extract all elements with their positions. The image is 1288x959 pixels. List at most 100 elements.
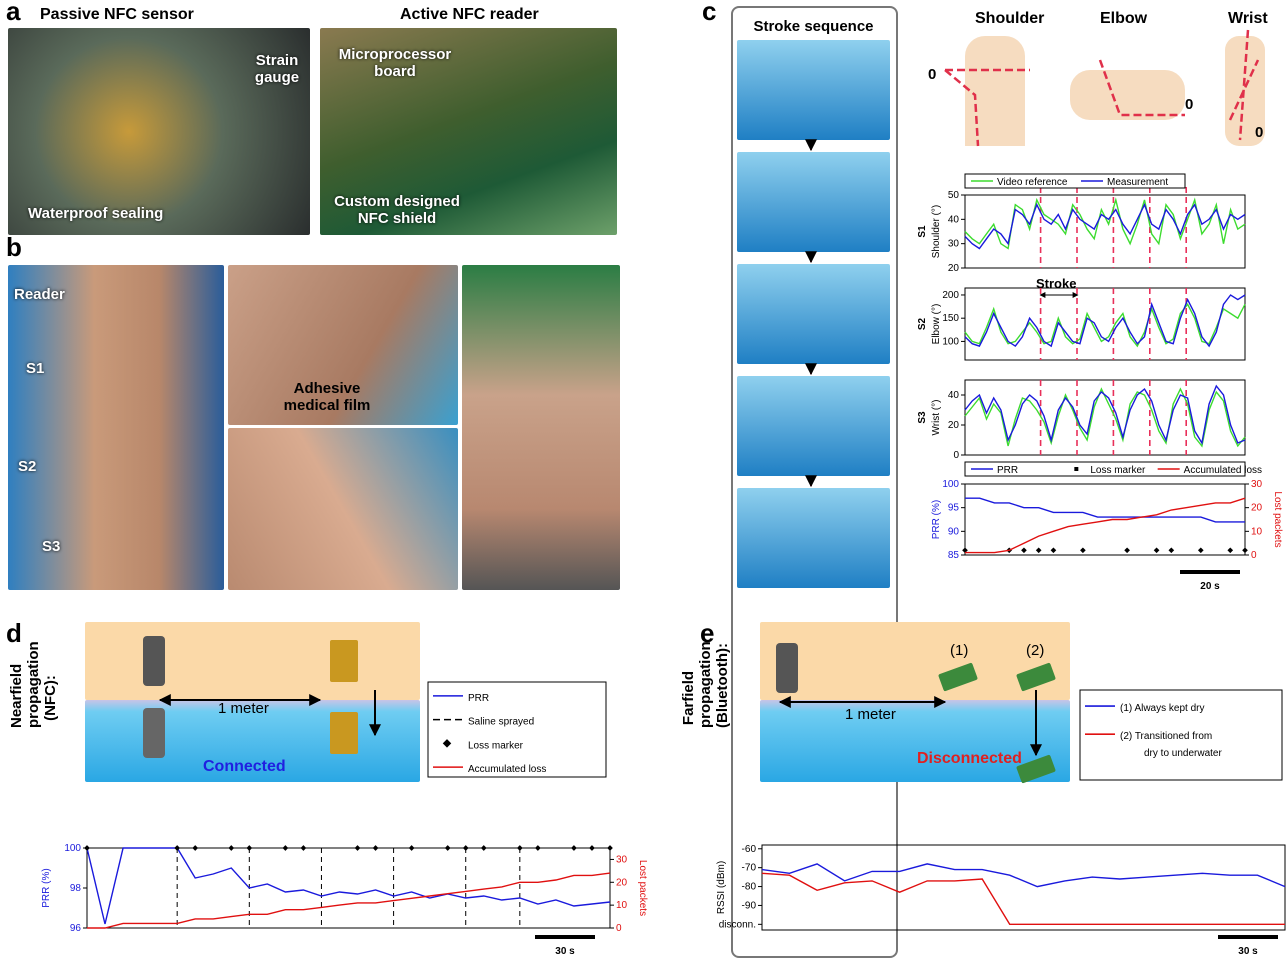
plot-frame: [964, 287, 1246, 361]
loss-marker: [1197, 547, 1204, 554]
row-label: S2: [917, 317, 928, 330]
panel-label: d: [6, 618, 22, 648]
series-line: [86, 847, 611, 925]
y-tick-label: 30: [948, 239, 960, 250]
series-line: [965, 497, 1245, 523]
illustration: [1070, 70, 1185, 120]
series-line: [87, 872, 611, 929]
y-tick-label: 40: [948, 390, 960, 401]
scale-bar-label: 20 s: [1200, 581, 1220, 592]
loss-marker: [282, 845, 289, 851]
loss-marker: [228, 845, 235, 851]
loss-marker: [1227, 547, 1234, 554]
loss-marker: [444, 845, 451, 851]
legend-label: PRR: [997, 465, 1018, 476]
loss-marker: [1050, 547, 1057, 554]
photo: [737, 40, 890, 140]
loss-marker: [607, 845, 613, 851]
legend-frame: [964, 173, 1186, 189]
photo: [737, 152, 890, 252]
legend-swatch: [1074, 467, 1079, 471]
legend-frame: [427, 681, 607, 778]
y2-tick-label: 20: [1251, 503, 1263, 514]
photo: [462, 265, 620, 590]
row-label: S1: [917, 225, 928, 238]
y-axis-label: PRR (%): [931, 500, 942, 539]
loss-marker: [1021, 547, 1027, 554]
photo: [8, 265, 224, 590]
title: Active NFC reader: [400, 6, 539, 23]
loss-marker: [1168, 547, 1175, 554]
y-axis-label: Elbow (°): [931, 304, 942, 345]
angle-label: 0: [1255, 124, 1264, 141]
y-tick-label: -90: [742, 900, 757, 911]
series-line: [761, 863, 1286, 888]
scale-bar-label: 30 s: [1238, 946, 1258, 957]
y-tick-label: 150: [942, 313, 959, 324]
callout: Adhesive medical film: [283, 380, 371, 414]
phone: [776, 643, 798, 693]
angle-label: 0: [928, 66, 937, 83]
y2-tick-label: 10: [1251, 526, 1263, 537]
loss-marker: [300, 845, 307, 851]
legend-label: Accumulated loss: [468, 764, 546, 775]
legend-label: Saline sprayed: [468, 717, 534, 728]
panel-label: c: [702, 0, 717, 26]
legend-label: Loss marker: [1090, 465, 1146, 476]
y2-tick-label: 0: [1251, 550, 1257, 561]
callout: Reader: [14, 286, 65, 303]
legend-label: PRR: [468, 693, 489, 704]
angle-label: 0: [1185, 96, 1194, 113]
plot-frame: [964, 379, 1246, 456]
callout: S1: [26, 360, 45, 377]
y-tick-label: 90: [948, 526, 960, 537]
photo: [228, 265, 458, 425]
loss-marker: [354, 845, 361, 851]
loss-marker: [408, 845, 415, 851]
y2-tick-label: 10: [616, 900, 628, 911]
panel-label: e: [700, 618, 715, 648]
callout: Microprocessor board: [338, 46, 452, 80]
loss-marker: [372, 845, 379, 851]
legend-label: Measurement: [1107, 177, 1168, 188]
y-tick-label: 100: [942, 479, 959, 490]
sensor: [330, 712, 358, 754]
loss-marker: [192, 845, 199, 851]
angle-line: [944, 68, 1030, 147]
loss-marker: [1035, 547, 1042, 554]
y2-axis-label: Lost packets: [1272, 491, 1283, 547]
y2-tick-label: 30: [1251, 479, 1263, 490]
board-label: (2): [1026, 642, 1045, 659]
y-tick-label: 95: [948, 503, 960, 514]
scale-bar-label: 30 s: [555, 946, 575, 957]
status: Disconnected: [917, 750, 1022, 767]
legend-label: Video reference: [997, 177, 1068, 188]
callout: S3: [42, 538, 61, 555]
board-label: (1): [950, 642, 969, 659]
y-tick-label: 40: [948, 214, 960, 225]
title: Passive NFC sensor: [40, 6, 194, 23]
y-axis-label: Wrist (°): [931, 399, 942, 435]
legend-frame: [964, 461, 1246, 477]
phone: [143, 708, 165, 758]
joint-title: Wrist: [1228, 10, 1268, 27]
legend-label: Loss marker: [468, 740, 524, 751]
loss-marker: [589, 845, 595, 851]
plot-frame: [964, 483, 1246, 556]
photo: [8, 28, 310, 235]
y-axis-label: RSSI (dBm): [716, 861, 727, 914]
legend-label: (1) Always kept dry: [1120, 703, 1204, 714]
plot-frame: [761, 844, 1286, 931]
photo: [737, 376, 890, 476]
photo: [228, 428, 458, 590]
y-tick-label: 98: [70, 883, 82, 894]
y-tick-label: 0: [953, 450, 959, 461]
y-tick-label: 100: [64, 843, 81, 854]
panel-label: b: [6, 232, 22, 262]
y-axis-label: Shoulder (°): [931, 205, 942, 258]
illustration: [965, 36, 1025, 146]
legend-swatch: [442, 739, 452, 748]
plot-frame: [86, 847, 611, 929]
series-line: [761, 872, 1285, 925]
series-line: [964, 294, 1246, 348]
